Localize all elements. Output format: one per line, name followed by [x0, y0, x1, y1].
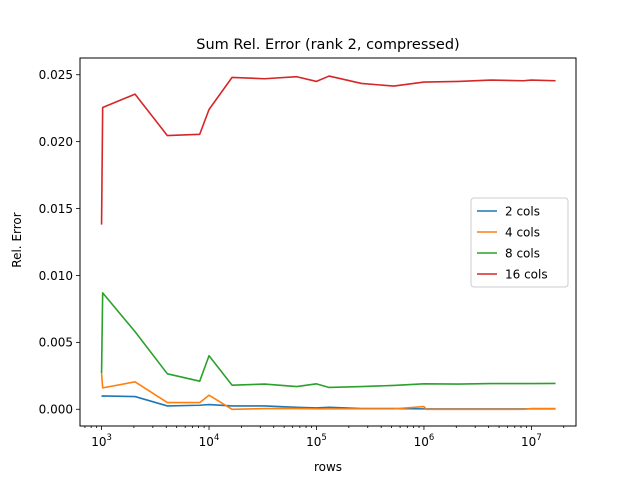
x-tick-label: 106: [414, 433, 435, 449]
x-axis: 103 104 105 106 107: [84, 426, 565, 449]
x-tick-label: 103: [91, 433, 112, 449]
chart-title: Sum Rel. Error (rank 2, compressed): [196, 37, 459, 53]
y-tick-label: 0.025: [39, 68, 73, 82]
legend: 2 cols 4 cols 8 cols 16 cols: [470, 197, 569, 288]
series-line-8-cols: [100, 292, 556, 389]
legend-box: [470, 197, 569, 288]
x-axis-label: rows: [314, 460, 342, 474]
plot-area: [79, 57, 577, 427]
y-axis-label: Rel. Error: [10, 212, 24, 267]
legend-label: 4 cols: [505, 225, 540, 239]
y-axis: 0.000 0.005 0.010 0.015 0.020 0.025: [39, 68, 80, 417]
legend-label: 16 cols: [505, 267, 548, 281]
legend-label: 2 cols: [505, 204, 540, 218]
x-tick-label: 107: [521, 433, 542, 449]
series-group: [100, 75, 556, 411]
legend-label: 8 cols: [505, 246, 540, 260]
plot-frame: [79, 57, 577, 427]
y-tick-label: 0.020: [39, 135, 73, 149]
series-line-16-cols: [100, 75, 556, 225]
y-tick-label: 0.000: [39, 403, 73, 417]
x-tick-label: 104: [199, 433, 220, 449]
y-tick-label: 0.015: [39, 202, 73, 216]
x-tick-label: 105: [306, 433, 327, 449]
y-tick-label: 0.005: [39, 336, 73, 350]
series-line-4-cols: [100, 373, 556, 411]
y-tick-label: 0.010: [39, 269, 73, 283]
